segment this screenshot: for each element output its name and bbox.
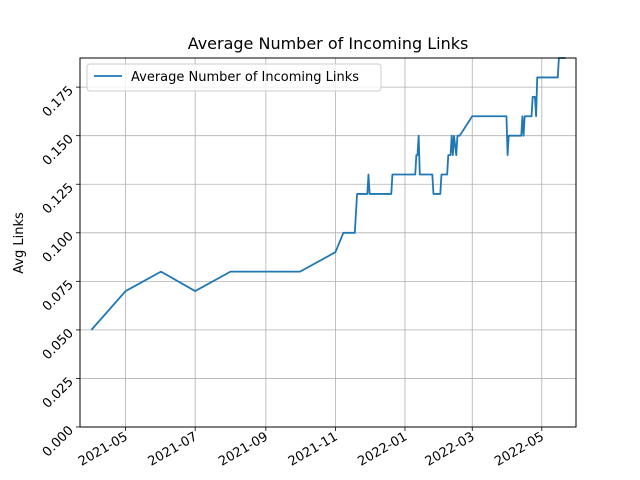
chart-title: Average Number of Incoming Links	[188, 34, 469, 53]
legend: Average Number of Incoming Links	[86, 63, 382, 92]
legend-box	[86, 63, 382, 92]
series-layer	[90, 57, 566, 331]
legend-label: Average Number of Incoming Links	[131, 70, 359, 85]
y-axis-label: Avg Links	[12, 212, 27, 274]
plot-area-frame	[79, 57, 577, 428]
series-line	[90, 57, 566, 331]
